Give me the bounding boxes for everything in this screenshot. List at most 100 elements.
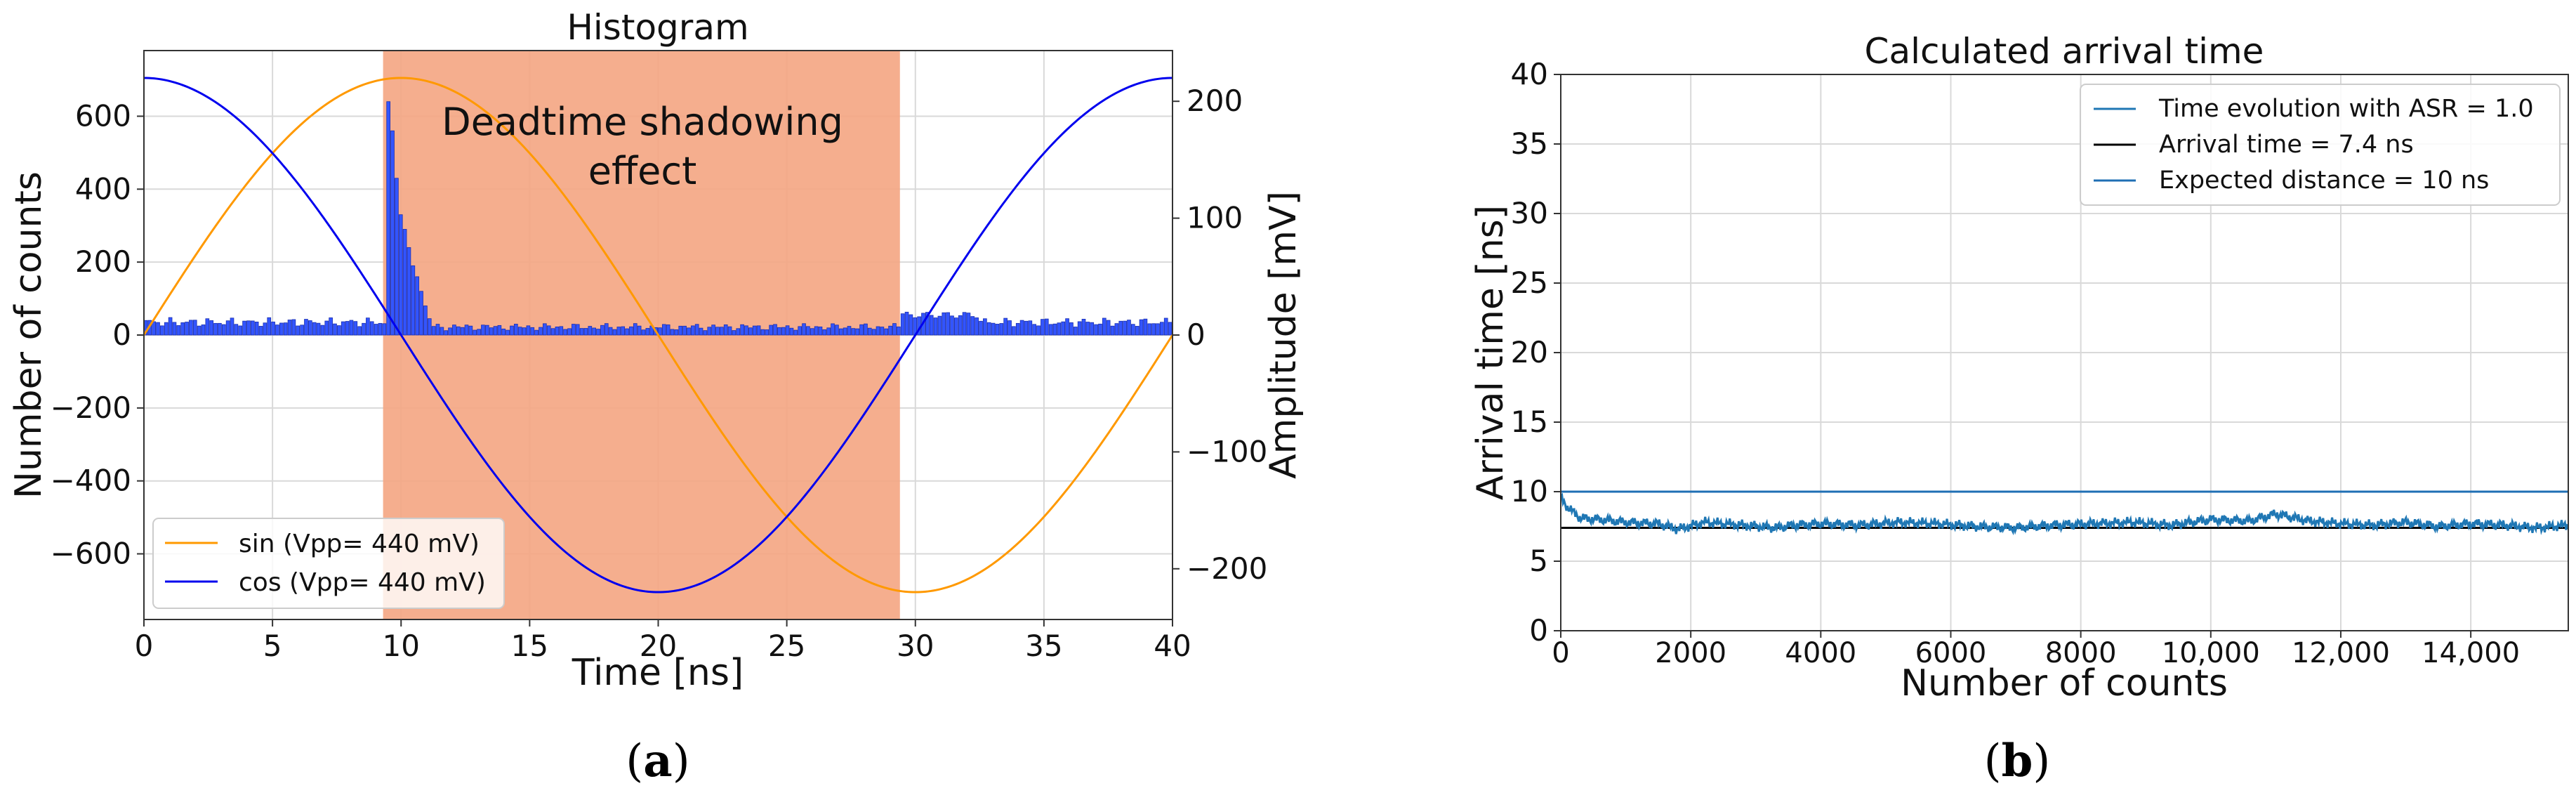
y2-tick-label: −100 <box>1187 434 1267 468</box>
histogram-bar <box>744 325 748 336</box>
histogram-bar <box>382 323 387 336</box>
histogram-bar <box>785 325 790 336</box>
histogram-bar <box>991 322 996 336</box>
histogram-bar <box>460 327 465 336</box>
histogram-bar <box>814 326 819 336</box>
histogram-bar <box>802 323 806 336</box>
histogram-bar <box>937 315 942 336</box>
histogram-bar <box>720 327 724 336</box>
histogram-bar <box>514 324 518 336</box>
histogram-bar <box>645 328 650 336</box>
histogram-bar <box>727 326 732 336</box>
histogram-bar <box>612 329 617 336</box>
histogram-bar <box>933 317 938 336</box>
histogram-bar <box>1131 324 1135 336</box>
histogram-bar <box>1048 324 1053 336</box>
histogram-bar <box>415 276 420 336</box>
y2-tick-label: 100 <box>1187 201 1243 235</box>
histogram-bar <box>456 326 461 336</box>
chart-b-legend-box <box>2080 84 2561 206</box>
histogram-bar <box>477 329 481 336</box>
y-tick-label: 0 <box>1529 613 1548 648</box>
histogram-bar <box>950 315 954 336</box>
histogram-bar <box>1019 320 1024 336</box>
histogram-bar <box>625 328 629 336</box>
histogram-bar <box>789 327 794 336</box>
histogram-bar <box>279 322 284 336</box>
histogram-bar <box>1069 322 1074 336</box>
y2-tick-label: 0 <box>1187 317 1206 352</box>
histogram-bar <box>1090 322 1095 336</box>
histogram-bar <box>1028 320 1033 336</box>
x-tick-label: 30 <box>897 629 934 663</box>
histogram-bar <box>1110 325 1115 336</box>
x-tick-label: 20 <box>640 629 677 663</box>
cos-curve <box>144 77 1173 594</box>
histogram-bar <box>575 324 580 336</box>
histogram-bars <box>144 101 1173 336</box>
histogram-bar <box>152 321 156 336</box>
histogram-bar <box>1015 322 1020 336</box>
histogram-bar <box>1065 318 1069 336</box>
histogram-bar <box>1077 321 1082 336</box>
y-tick-label: 15 <box>1511 405 1548 439</box>
histogram-bar <box>760 329 765 336</box>
histogram-bar <box>633 323 638 336</box>
histogram-bar <box>287 320 292 336</box>
y-tick-label: 30 <box>1511 196 1548 230</box>
histogram-bar <box>526 325 531 336</box>
histogram-bar <box>197 325 202 336</box>
histogram-bar <box>641 329 646 336</box>
histogram-bar <box>690 325 695 336</box>
histogram-bar <box>838 328 843 336</box>
shaded-region-label-line-2: effect <box>588 149 697 193</box>
histogram-bar <box>979 320 983 336</box>
histogram-bar <box>296 325 300 336</box>
histogram-bar <box>1098 323 1102 336</box>
histogram-bar <box>254 322 259 336</box>
histogram-bar <box>975 317 979 336</box>
histogram-bar <box>748 327 753 336</box>
histogram-bar <box>810 328 814 336</box>
histogram-bar <box>666 324 671 336</box>
histogram-bar <box>435 324 440 336</box>
histogram-bar <box>740 324 744 336</box>
x-tick-label: 4000 <box>1785 637 1856 669</box>
histogram-bar <box>481 324 485 336</box>
histogram-bar <box>1094 324 1098 336</box>
histogram-bar <box>909 314 913 336</box>
histogram-bar <box>473 329 477 336</box>
histogram-bar <box>629 326 633 336</box>
histogram-bar <box>530 327 535 336</box>
x-tick-label: 2000 <box>1655 637 1726 669</box>
histogram-bar <box>160 325 164 336</box>
histogram-bar <box>884 328 889 336</box>
histogram-bar <box>871 329 876 336</box>
histogram-bar <box>316 322 321 336</box>
histogram-bar <box>1127 320 1131 336</box>
histogram-bar <box>637 325 642 336</box>
histogram-bar <box>242 320 246 336</box>
histogram-bar <box>205 318 210 336</box>
chart-b-title: Calculated arrival time <box>1865 31 2264 72</box>
y-tick-label: 400 <box>75 171 131 206</box>
histogram-bar <box>201 324 206 336</box>
histogram-bar <box>596 329 600 336</box>
histogram-bar <box>661 324 666 336</box>
histogram-bar <box>1118 320 1123 336</box>
y2-tick-label: −200 <box>1187 551 1267 586</box>
histogram-bar <box>510 325 514 336</box>
histogram-bar <box>427 318 432 336</box>
histogram-bar <box>250 320 255 336</box>
histogram-bar <box>736 328 741 336</box>
histogram-bar <box>711 324 715 336</box>
histogram-bar <box>164 322 169 336</box>
x-tick-label: 10 <box>383 629 420 663</box>
histogram-bar <box>546 325 551 336</box>
histogram-bar <box>1036 325 1041 336</box>
y-tick-label: 35 <box>1511 126 1548 161</box>
x-tick-label: 14,000 <box>2422 637 2520 669</box>
histogram-bar <box>448 327 452 336</box>
histogram-bar <box>522 327 527 336</box>
